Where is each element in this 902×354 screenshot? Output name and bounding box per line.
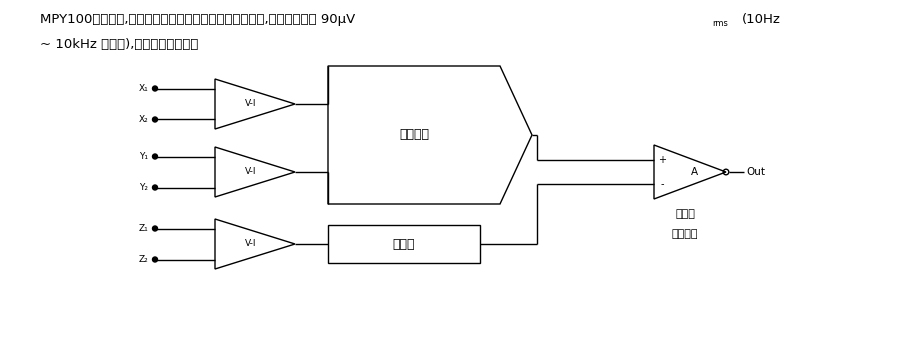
Bar — [328, 225, 480, 263]
Text: Y₁: Y₁ — [139, 152, 148, 161]
Circle shape — [152, 117, 158, 122]
Text: Out: Out — [746, 167, 765, 177]
Circle shape — [152, 154, 158, 159]
Circle shape — [152, 86, 158, 91]
Text: A: A — [690, 167, 697, 177]
Text: rms: rms — [712, 18, 728, 28]
Text: Z₁: Z₁ — [138, 224, 148, 233]
Circle shape — [152, 257, 158, 262]
Text: Z₂: Z₂ — [138, 255, 148, 264]
Text: 倍乘核心: 倍乘核心 — [399, 129, 429, 142]
Text: 衰减器: 衰减器 — [392, 238, 415, 251]
Text: (10Hz: (10Hz — [742, 12, 781, 25]
Text: X₁: X₁ — [138, 84, 148, 93]
Text: 输出放大: 输出放大 — [672, 229, 698, 239]
Text: MPY100是分压器,用于传感器线性化电路。差动输入方式,低噪声电压为 90μV: MPY100是分压器,用于传感器线性化电路。差动输入方式,低噪声电压为 90μV — [40, 12, 355, 25]
Text: +: + — [658, 155, 666, 165]
Text: V-I: V-I — [245, 99, 257, 108]
Circle shape — [152, 226, 158, 231]
Circle shape — [152, 185, 158, 190]
Text: Y₂: Y₂ — [139, 183, 148, 192]
Text: -: - — [660, 179, 664, 189]
Text: 高增益: 高增益 — [675, 209, 695, 219]
Text: X₂: X₂ — [138, 115, 148, 124]
Text: ~ 10kHz 范围内),宽工作温度范围。: ~ 10kHz 范围内),宽工作温度范围。 — [40, 38, 198, 51]
Text: V-I: V-I — [245, 240, 257, 249]
Text: V-I: V-I — [245, 167, 257, 177]
